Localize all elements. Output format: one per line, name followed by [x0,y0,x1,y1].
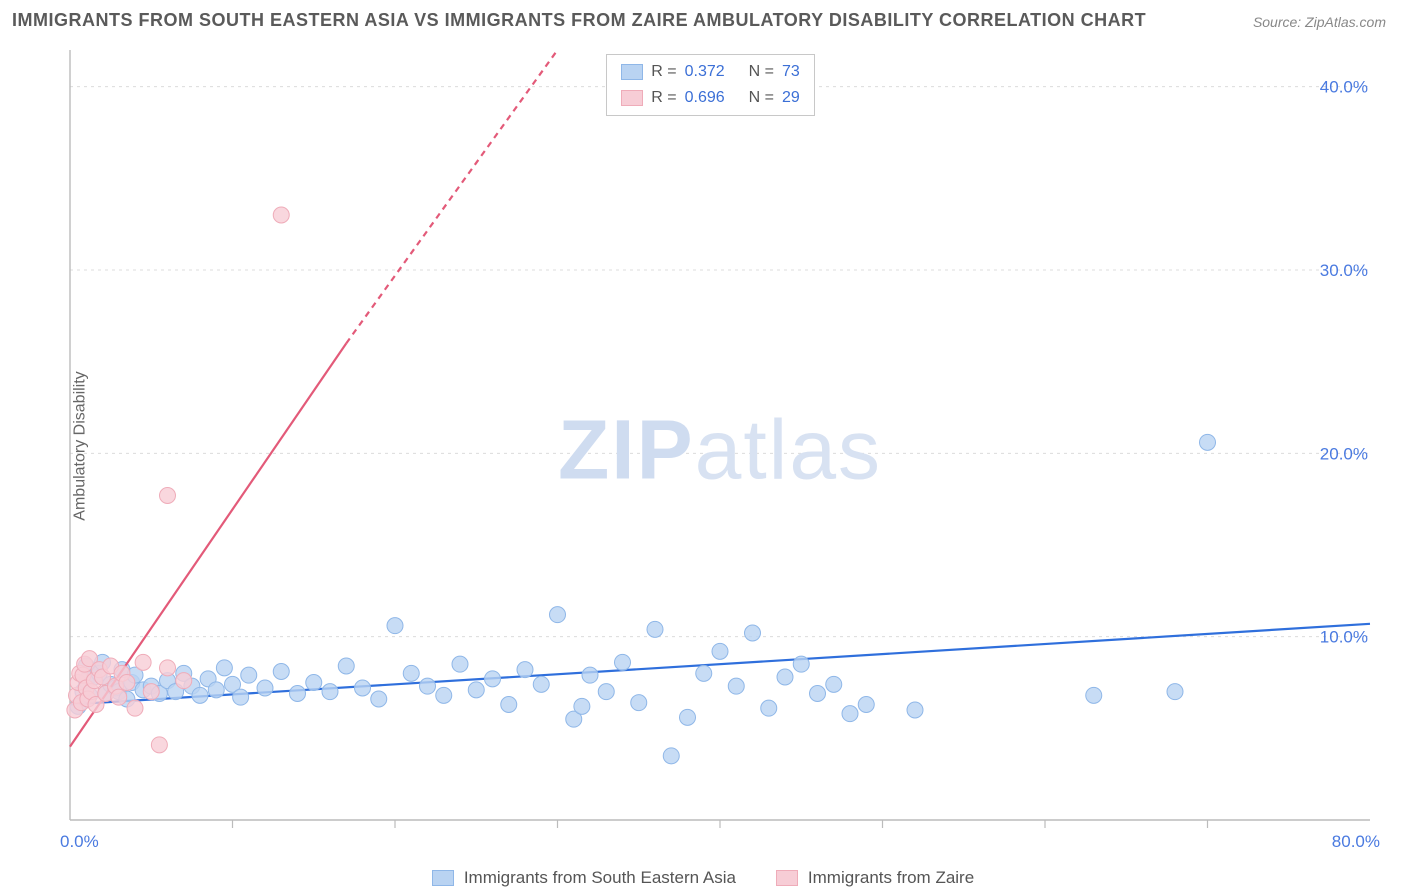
x-axis-max-label: 80.0% [1332,832,1380,852]
chart-title: IMMIGRANTS FROM SOUTH EASTERN ASIA VS IM… [12,10,1146,31]
svg-text:20.0%: 20.0% [1320,444,1368,463]
stats-legend-row: R =0.372N =73 [621,59,799,85]
scatter-plot: 10.0% 20.0% 30.0% 40.0% [50,40,1390,860]
legend-item: Immigrants from Zaire [776,868,974,888]
stats-legend-row: R =0.696N =29 [621,85,799,111]
legend-item: Immigrants from South Eastern Asia [432,868,736,888]
chart-area: ZIPatlas 10.0%20.0%30.0%40.0% R =0.372N … [50,40,1390,860]
svg-text:10.0%: 10.0% [1320,628,1368,647]
x-axis-origin-label: 0.0% [60,832,99,852]
svg-text:30.0%: 30.0% [1320,261,1368,280]
svg-text:40.0%: 40.0% [1320,78,1368,97]
stats-legend: R =0.372N =73R =0.696N =29 [606,54,814,116]
series-legend: Immigrants from South Eastern Asia Immigr… [0,868,1406,888]
source-attribution: Source: ZipAtlas.com [1253,14,1386,30]
